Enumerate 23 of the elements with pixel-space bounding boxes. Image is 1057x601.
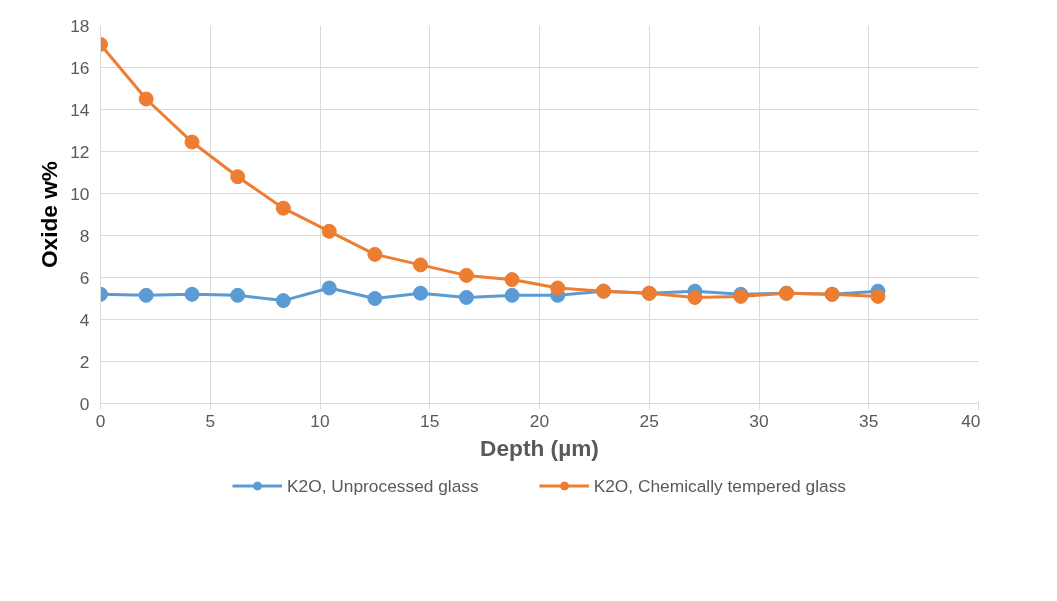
x-tick-label: 5	[205, 410, 216, 431]
y-tick-label: 16	[70, 57, 90, 78]
legend-label: K2O, Unprocessed glass	[287, 475, 479, 496]
x-tick-label: 10	[310, 410, 330, 431]
y-tick-label: 6	[79, 267, 90, 288]
y-tick-label: 0	[79, 393, 90, 414]
x-tick-label: 20	[529, 410, 550, 431]
x-axis-title: Depth (µm)	[480, 434, 599, 461]
x-tick-label: 35	[859, 410, 879, 431]
y-tick-label: 12	[70, 141, 90, 162]
x-tick-label: 25	[639, 410, 659, 431]
y-tick-label: 4	[79, 309, 90, 330]
y-tick-label: 18	[70, 15, 90, 36]
y-tick-label: 10	[70, 183, 90, 204]
x-tick-label: 30	[749, 410, 769, 431]
y-tick-label: 14	[70, 99, 90, 120]
x-tick-label: 40	[961, 410, 981, 431]
y-axis-title: Oxide w%	[36, 160, 63, 269]
x-tick-label: 0	[95, 410, 106, 431]
y-tick-label: 8	[79, 225, 90, 246]
x-tick-label: 15	[420, 410, 440, 431]
y-tick-label: 2	[79, 351, 90, 372]
legend-label: K2O, Chemically tempered glass	[593, 475, 846, 496]
